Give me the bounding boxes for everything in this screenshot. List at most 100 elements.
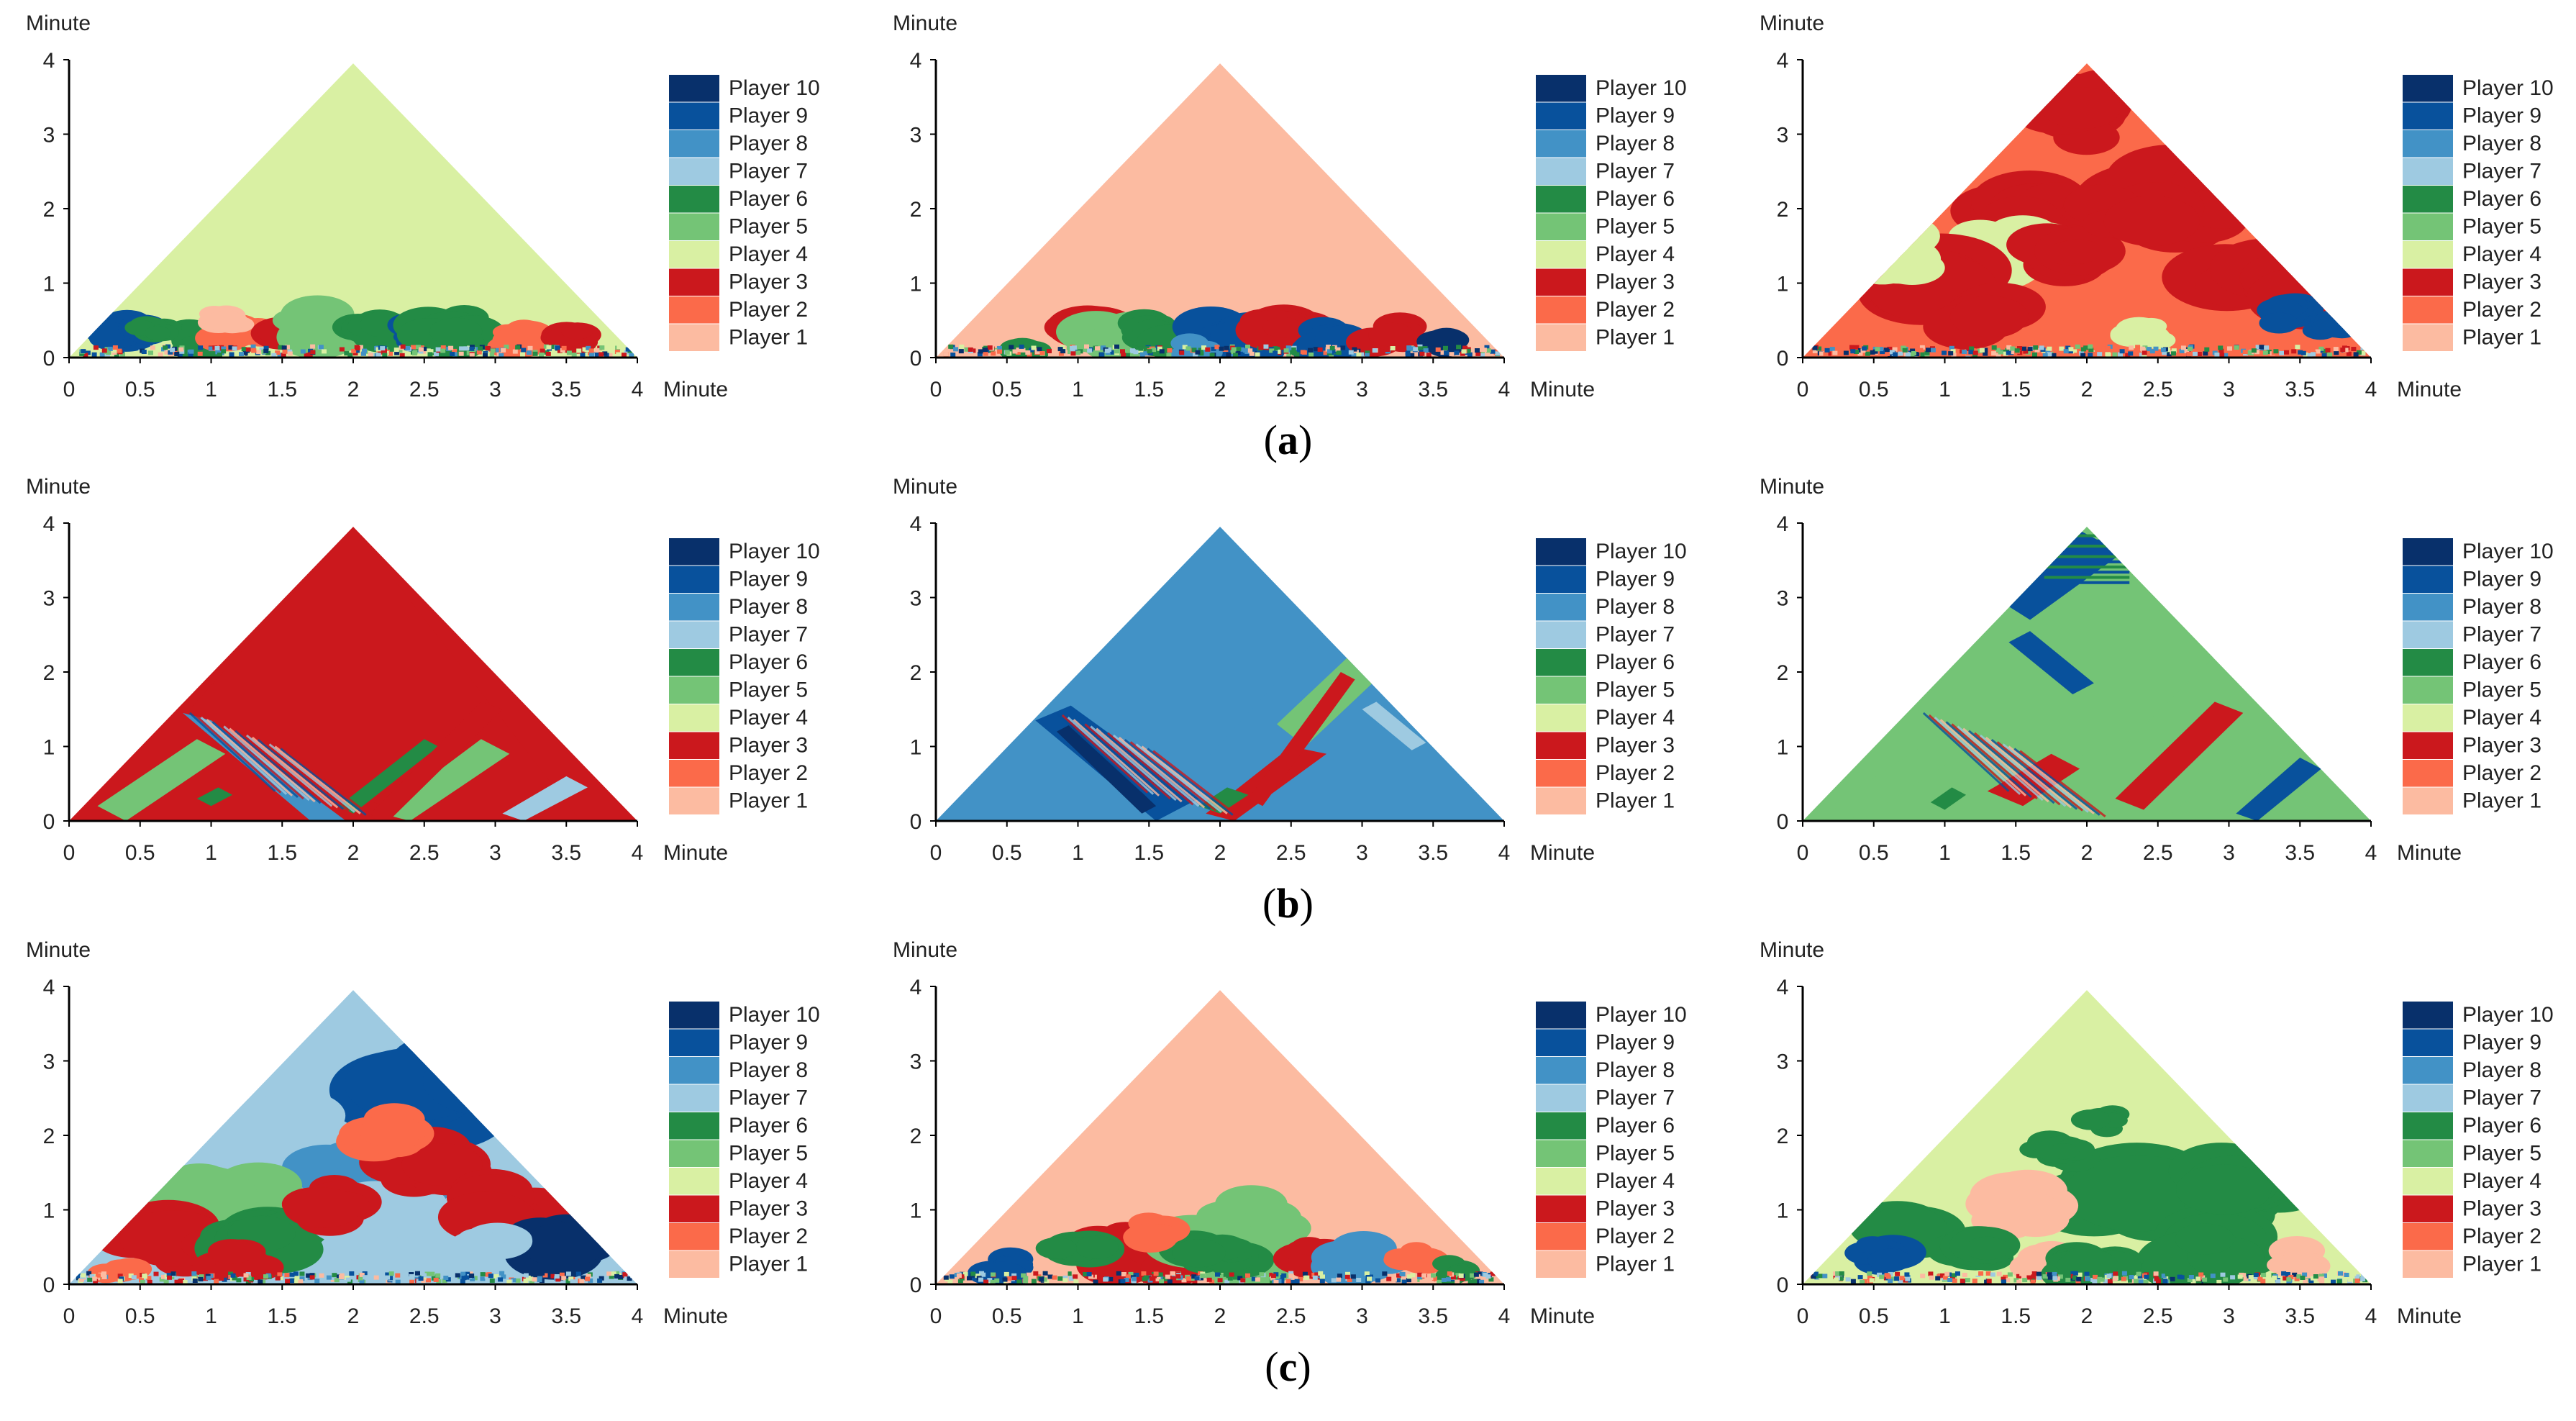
legend-swatch	[1536, 1168, 1586, 1195]
x-tick-label: 3	[2223, 1304, 2235, 1328]
heatmap-cells-b2	[1035, 527, 1426, 821]
y-axis-title: Minute	[893, 938, 957, 962]
legend-swatch	[2403, 296, 2453, 324]
legend-swatch	[669, 1029, 719, 1056]
legend-swatch	[669, 676, 719, 704]
legend-swatch	[669, 760, 719, 787]
y-tick-label: 4	[43, 49, 55, 73]
y-tick-label: 0	[910, 810, 922, 834]
legend-label: Player 2	[729, 1225, 808, 1248]
x-axis-title: Minute	[2397, 378, 2462, 401]
y-tick-label: 1	[910, 736, 922, 760]
row-caption-b: (b)	[1262, 880, 1314, 927]
x-axis-title: Minute	[1530, 841, 1595, 865]
legend-label: Player 3	[2462, 271, 2541, 294]
legend-label: Player 9	[2462, 568, 2541, 591]
legend-swatch	[2403, 1223, 2453, 1250]
legend-swatch	[2403, 1195, 2453, 1222]
x-tick-label: 2.5	[2143, 378, 2173, 401]
y-tick-label: 3	[1777, 587, 1789, 611]
y-tick-label: 2	[43, 1125, 55, 1148]
legend-label: Player 8	[2462, 132, 2541, 155]
legend-swatch	[2403, 787, 2453, 814]
y-tick-label: 2	[1777, 661, 1789, 685]
x-tick-label: 0	[1797, 378, 1809, 401]
legend-label: Player 1	[1596, 326, 1675, 350]
legend-label: Player 9	[1596, 568, 1675, 591]
y-axis-title: Minute	[1760, 12, 1824, 35]
x-tick-label: 0	[63, 841, 76, 865]
legend-label: Player 7	[1596, 623, 1675, 647]
legend-swatch	[2403, 75, 2453, 102]
y-tick-label: 1	[1777, 736, 1789, 760]
x-tick-label: 2	[347, 841, 360, 865]
legend-swatch	[2403, 704, 2453, 732]
legend-label: Player 10	[1596, 540, 1687, 563]
legend-swatch	[1536, 787, 1586, 814]
legend-swatch	[1536, 1223, 1586, 1250]
legend-label: Player 1	[1596, 789, 1675, 813]
y-axis-title: Minute	[1760, 475, 1824, 499]
legend-label: Player 7	[1596, 1086, 1675, 1110]
legend-swatch	[669, 787, 719, 814]
y-tick-label: 0	[1777, 1274, 1789, 1297]
y-tick-label: 1	[910, 1199, 922, 1223]
legend-swatch	[1536, 760, 1586, 787]
x-tick-label: 3.5	[1418, 378, 1448, 401]
legend-label: Player 3	[729, 271, 808, 294]
y-tick-label: 1	[43, 736, 55, 760]
panel-c1: 0 0.5 1 1.5 2 2.5 3 3.5 4 0 1 2 3 4 Minute Minute Player…	[26, 938, 820, 1328]
legend-label: Player 7	[2462, 160, 2541, 183]
x-axis-title: Minute	[2397, 841, 2462, 865]
x-tick-label: 1.5	[267, 1304, 297, 1328]
legend-label: Player 9	[1596, 1031, 1675, 1055]
legend-label: Player 7	[1596, 160, 1675, 183]
x-tick-label: 1.5	[1134, 841, 1164, 865]
legend-label: Player 6	[2462, 187, 2541, 211]
x-tick-label: 2.5	[409, 378, 440, 401]
x-tick-label: 3	[1356, 378, 1368, 401]
legend-label: Player 5	[1596, 678, 1675, 702]
legend-swatch	[2403, 649, 2453, 676]
legend-swatch	[669, 130, 719, 158]
legend-label: Player 4	[729, 242, 808, 266]
legend-label: Player 6	[2462, 650, 2541, 674]
y-tick-label: 1	[910, 273, 922, 296]
x-tick-label: 3.5	[2285, 378, 2315, 401]
legend-swatch	[1536, 158, 1586, 185]
legend-label: Player 1	[729, 789, 808, 813]
legend-swatch	[669, 538, 719, 566]
x-tick-label: 1.5	[267, 841, 297, 865]
legend-swatch	[669, 296, 719, 324]
legend-swatch	[1536, 75, 1586, 102]
panel-a2: 0 0.5 1 1.5 2 2.5 3 3.5 4 0 1 2 3 4 Minute Minute Player…	[893, 12, 1687, 401]
legend-swatch	[2403, 158, 2453, 185]
y-tick-label: 0	[43, 1274, 55, 1297]
x-tick-label: 3.5	[1418, 841, 1448, 865]
legend-swatch	[1536, 621, 1586, 648]
y-tick-label: 1	[1777, 273, 1789, 296]
legend-label: Player 1	[2462, 789, 2541, 813]
y-tick-label: 4	[43, 976, 55, 999]
x-tick-label: 2.5	[1276, 378, 1306, 401]
x-tick-label: 3	[2223, 378, 2235, 401]
legend-swatch	[2403, 538, 2453, 566]
x-tick-label: 2	[1214, 378, 1226, 401]
y-tick-label: 3	[43, 587, 55, 611]
x-tick-label: 2	[2081, 1304, 2093, 1328]
panel-c3: 0 0.5 1 1.5 2 2.5 3 3.5 4 0 1 2 3 4 Minute Minute Player…	[1760, 938, 2554, 1328]
legend-label: Player 9	[729, 568, 808, 591]
legend-label: Player 10	[2462, 76, 2554, 100]
legend-label: Player 4	[2462, 1169, 2541, 1193]
x-tick-label: 1	[1939, 841, 1951, 865]
x-tick-label: 4	[632, 1304, 644, 1328]
legend-label: Player 9	[2462, 104, 2541, 128]
y-tick-label: 0	[43, 347, 55, 371]
legend-swatch	[669, 324, 719, 351]
legend-label: Player 8	[2462, 1058, 2541, 1082]
x-tick-label: 1	[205, 1304, 217, 1328]
y-tick-label: 4	[43, 512, 55, 536]
legend-swatch	[2403, 621, 2453, 648]
legend-label: Player 3	[2462, 734, 2541, 758]
